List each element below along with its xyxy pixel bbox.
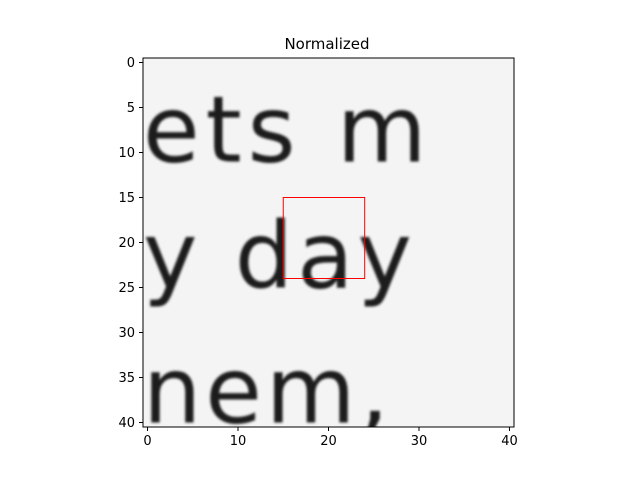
x-tick-label: 40: [501, 434, 518, 449]
y-tick-label: 25: [118, 281, 135, 296]
highlight-box: [282, 197, 366, 279]
chart-title: Normalized: [284, 35, 369, 53]
y-tick-label: 35: [118, 371, 135, 386]
image-text-line: nem,: [143, 338, 393, 445]
plot-area: ets m y day nem,: [142, 57, 515, 445]
y-tick-label: 40: [118, 416, 135, 431]
y-tick-label: 0: [127, 56, 135, 71]
y-tick-label: 5: [127, 101, 135, 116]
x-tick-label: 10: [230, 434, 247, 449]
y-tick-label: 10: [118, 146, 135, 161]
y-axis: 0 5 10 15 20 25 30 35 40: [118, 56, 143, 431]
y-tick-label: 20: [118, 236, 135, 251]
x-axis: 0 10 20 30 40: [143, 427, 518, 449]
x-tick-label: 30: [411, 434, 428, 449]
image-text-line: ets m: [143, 77, 432, 184]
image-background: [143, 58, 514, 427]
x-tick-label: 0: [143, 434, 151, 449]
y-tick-label: 15: [118, 191, 135, 206]
y-tick-label: 30: [118, 326, 135, 341]
image-text-line: y day: [143, 203, 416, 310]
x-tick-label: 20: [320, 434, 337, 449]
